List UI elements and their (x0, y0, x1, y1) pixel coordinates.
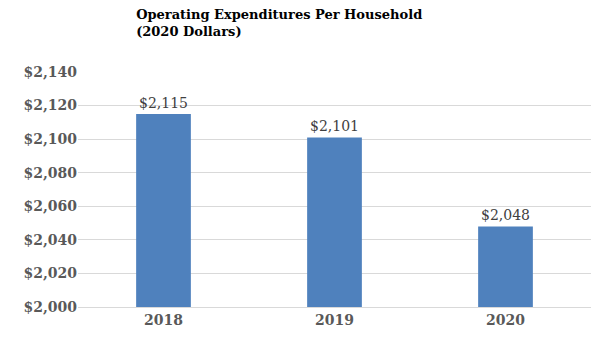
svg-text:$2,000: $2,000 (23, 299, 77, 315)
svg-text:$2,040: $2,040 (23, 232, 77, 248)
svg-text:$2,060: $2,060 (23, 198, 77, 214)
svg-text:$2,140: $2,140 (23, 64, 77, 80)
svg-text:$2,115: $2,115 (139, 95, 188, 111)
svg-text:$2,048: $2,048 (481, 207, 530, 223)
svg-text:$2,120: $2,120 (23, 97, 77, 113)
svg-text:$2,100: $2,100 (23, 131, 77, 147)
svg-text:$2,080: $2,080 (23, 165, 77, 181)
svg-text:2019: 2019 (315, 312, 354, 328)
svg-text:2020: 2020 (486, 312, 525, 328)
svg-text:Operating Expenditures Per Hou: Operating Expenditures Per Household(202… (136, 7, 422, 39)
svg-text:$2,020: $2,020 (23, 265, 77, 281)
svg-text:$2,101: $2,101 (310, 118, 359, 134)
svg-text:2018: 2018 (144, 312, 183, 328)
